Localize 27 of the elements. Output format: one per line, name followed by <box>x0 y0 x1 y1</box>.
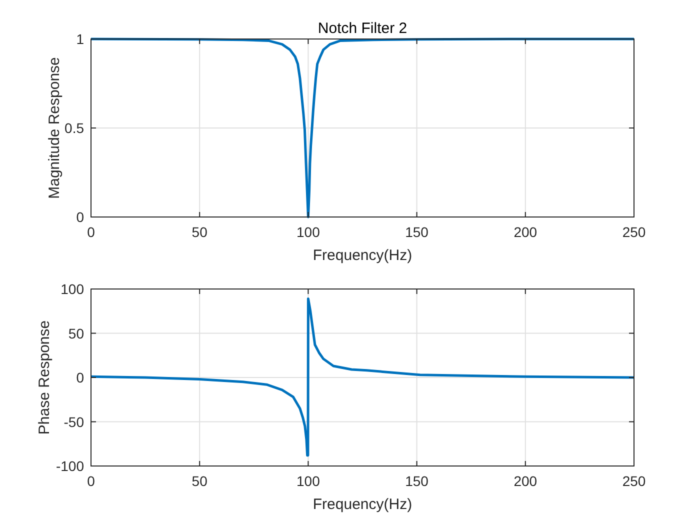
y-tick-label: 50 <box>68 325 84 342</box>
line-series <box>90 297 636 457</box>
x-tick-label: 100 <box>296 473 320 489</box>
x-tick-label: 150 <box>405 224 429 240</box>
y-tick-label: 0.5 <box>64 120 84 136</box>
y-tick-label: 0 <box>76 209 84 225</box>
y-tick-label: 1 <box>76 31 84 47</box>
x-tick-label: 150 <box>405 473 429 489</box>
x-tick-label: 200 <box>514 473 538 489</box>
x-tick-label: 250 <box>622 224 646 240</box>
x-tick-label: 200 <box>514 224 538 240</box>
y-tick-label: -50 <box>64 414 84 430</box>
x-tick-label: 250 <box>622 473 646 489</box>
y-tick-label: 100 <box>60 281 84 297</box>
x-tick-label: 50 <box>192 473 208 489</box>
line-series <box>90 38 636 218</box>
y-axis-title: Phase Response <box>36 320 53 435</box>
x-tick-label: 100 <box>296 224 320 240</box>
y-tick-label: -100 <box>56 458 84 474</box>
x-axis-title: Frequency(Hz) <box>312 247 412 264</box>
x-axis-title: Frequency(Hz) <box>312 496 412 513</box>
y-tick-label: 0 <box>76 370 84 386</box>
chart-title: Notch Filter 2 <box>318 20 408 37</box>
x-tick-label: 0 <box>87 224 96 240</box>
x-tick-label: 0 <box>87 473 96 489</box>
y-axis-title: Magnitude Response <box>46 57 63 199</box>
x-tick-label: 50 <box>192 224 208 240</box>
